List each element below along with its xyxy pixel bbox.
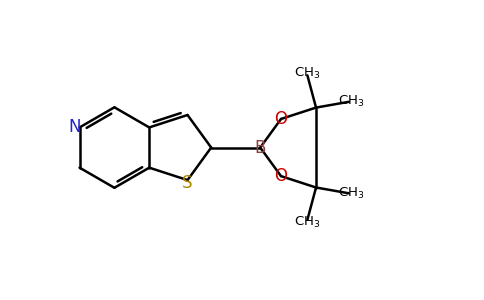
Text: S: S (182, 174, 193, 192)
Text: B: B (255, 139, 266, 157)
Text: CH$_3$: CH$_3$ (293, 65, 320, 80)
Text: CH$_3$: CH$_3$ (338, 94, 364, 109)
Text: CH$_3$: CH$_3$ (293, 214, 320, 230)
Text: O: O (274, 110, 287, 128)
Text: N: N (68, 118, 81, 136)
Text: O: O (274, 167, 287, 185)
Text: CH$_3$: CH$_3$ (338, 186, 364, 201)
